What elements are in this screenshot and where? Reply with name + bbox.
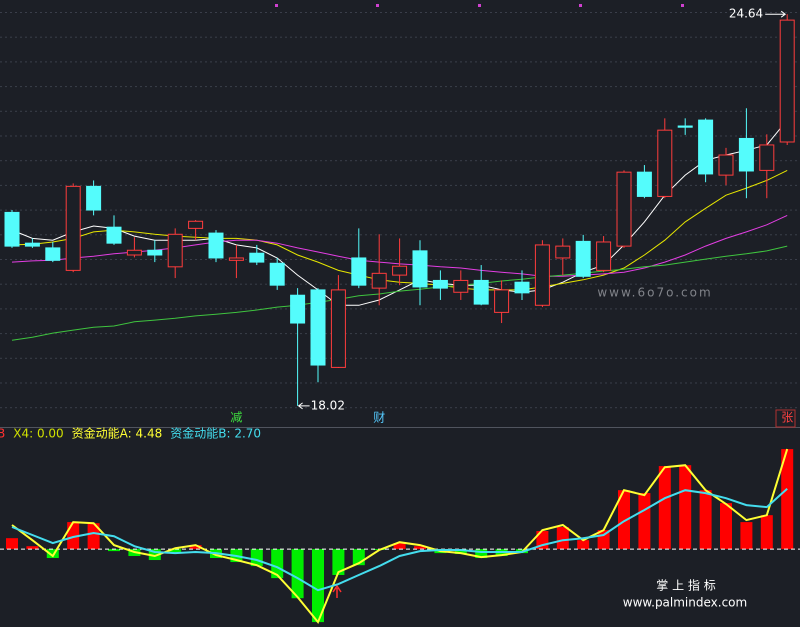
candle-body [371, 272, 387, 289]
candle-body [147, 249, 163, 256]
legend-entry: 资金动能A: 4.48 [72, 426, 163, 441]
candle-body [738, 137, 754, 172]
bar [454, 549, 467, 555]
line-series [11, 448, 789, 625]
candle-body [636, 171, 652, 197]
candle-body [514, 281, 530, 294]
bar [760, 515, 773, 550]
candle-body [779, 19, 795, 143]
candle-body [453, 279, 469, 293]
grid-background [0, 0, 800, 410]
bar [189, 545, 202, 550]
candle-body [65, 185, 81, 271]
candle-body [126, 249, 142, 256]
candle-body [188, 220, 204, 229]
min-label: 18.02 [311, 398, 345, 412]
bar [312, 549, 324, 623]
candle-body [534, 244, 550, 306]
bar [271, 549, 284, 579]
candle-body [351, 257, 367, 286]
candle-body [106, 226, 122, 244]
signal-arrow [332, 584, 342, 598]
bar [291, 549, 304, 599]
bar [699, 490, 712, 550]
bar [618, 490, 630, 550]
watermark: www.palmindex.com [623, 596, 747, 610]
bar [148, 549, 161, 561]
line-series [11, 119, 788, 306]
candle-body [596, 241, 612, 271]
candle-body [86, 185, 102, 211]
candle-body [290, 294, 306, 324]
line-series [11, 245, 788, 341]
bar [332, 549, 345, 575]
candle-body [24, 242, 40, 247]
legend-entry: 资金动能B: 2.70 [170, 426, 261, 441]
max-pointer [765, 10, 787, 18]
bar [108, 549, 120, 552]
candle-body [759, 144, 775, 171]
bar [169, 549, 182, 554]
candle-body [4, 211, 20, 247]
candle-body [698, 119, 714, 175]
bar [556, 527, 569, 550]
legend-entry: X4: 0.00 [13, 427, 63, 441]
bar [720, 503, 732, 550]
bar [577, 540, 590, 550]
watermark: www.6o7o.com [597, 286, 712, 300]
event-box [775, 409, 796, 428]
candle-body [208, 232, 224, 259]
bar [658, 466, 671, 550]
bar [781, 449, 794, 550]
bar [46, 549, 59, 559]
candle-body [269, 262, 285, 286]
candle-body [657, 129, 673, 197]
candle-body [167, 233, 183, 268]
candle-body [412, 250, 428, 288]
watermark: 掌 上 指 标 [656, 578, 715, 593]
min-pointer [297, 402, 310, 410]
candle-body [473, 279, 489, 305]
candle-body [718, 154, 734, 176]
candle-body [555, 245, 571, 259]
line-series [11, 488, 788, 592]
bar [393, 543, 406, 550]
candle-body [392, 265, 408, 276]
top-dots [275, 4, 684, 7]
event-label: 减 [230, 411, 242, 425]
candle-body [677, 125, 693, 128]
candle-body [249, 252, 265, 263]
candle-body [228, 257, 244, 261]
candle-body [45, 247, 61, 261]
bar [26, 546, 39, 550]
candle-body [310, 289, 326, 366]
candle-body [616, 171, 632, 247]
candle-body [494, 289, 510, 313]
bar [6, 538, 18, 550]
bar [740, 522, 753, 550]
candle-body [432, 279, 448, 289]
bar [475, 549, 488, 559]
bar [679, 465, 692, 550]
max-label: 24.64 [729, 7, 763, 21]
event-label: 财 [373, 411, 385, 425]
candle-body [575, 240, 591, 277]
bar [87, 523, 100, 550]
candle-body [330, 289, 346, 368]
event-label: 张 [781, 411, 793, 425]
bar [414, 546, 426, 550]
legend-entry: B [0, 427, 5, 441]
bar [638, 493, 651, 550]
bar [250, 549, 263, 567]
